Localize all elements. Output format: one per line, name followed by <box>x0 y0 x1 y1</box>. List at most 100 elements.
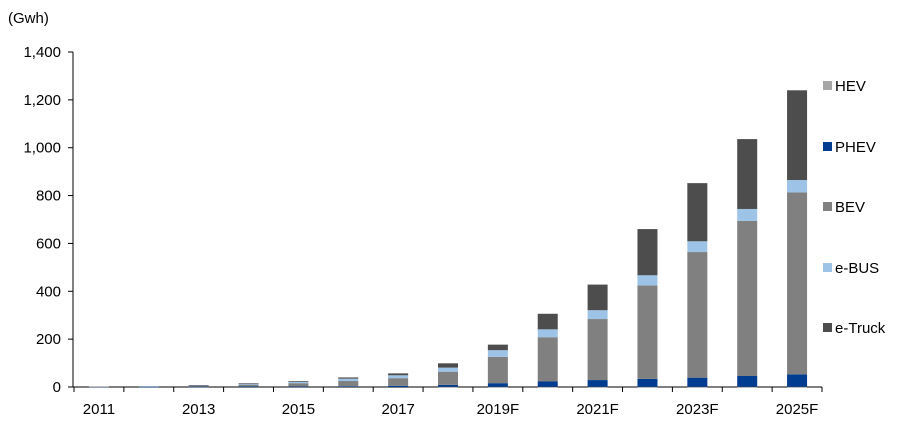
legend: HEV PHEV BEV e-BUS e-Truck <box>823 78 886 337</box>
y-tick-label: 400 <box>36 283 61 300</box>
bar-stack-2019F <box>487 344 508 388</box>
bar-segment-e-truck <box>338 377 359 379</box>
bar-segment-e-truck <box>188 385 209 386</box>
x-tick-label: 2013 <box>182 401 215 418</box>
bar-segment-phev <box>787 374 808 387</box>
bar-segment-phev <box>587 380 608 387</box>
bar-segment-e-bus <box>637 275 658 286</box>
legend-item-phev: PHEV <box>823 139 876 156</box>
bar-segment-e-truck <box>388 373 409 376</box>
bar-segment-e-bus <box>587 310 608 320</box>
legend-swatch <box>823 202 832 211</box>
y-tick-label: 1,200 <box>23 92 61 109</box>
bar-segment-phev <box>388 385 409 387</box>
bar-segment-bev <box>388 378 409 386</box>
y-tick-label: 200 <box>36 331 61 348</box>
bar-segment-e-truck <box>238 383 259 384</box>
bar-segment-e-bus <box>288 381 309 384</box>
bar-segment-bev <box>88 386 109 388</box>
bar-stack-2014 <box>238 383 259 388</box>
bar-segment-phev <box>438 384 458 387</box>
bar-stack-2011 <box>88 386 109 388</box>
bar-segment-phev <box>637 378 658 387</box>
bar-segment-bev <box>587 319 608 381</box>
bar-segment-e-bus <box>138 386 159 387</box>
bar-segment-hev <box>687 386 708 388</box>
bar-segment-bev <box>787 192 808 375</box>
x-tick-label: 2025F <box>776 401 819 418</box>
legend-item-e-truck: e-Truck <box>823 320 886 337</box>
bar-segment-hev <box>637 386 658 388</box>
bar-segment-e-truck <box>438 363 458 368</box>
bar-segment-e-bus <box>487 350 508 357</box>
x-tick-label: 2015 <box>282 401 315 418</box>
bar-segment-e-truck <box>687 183 708 242</box>
x-tick-label: 2019F <box>477 401 520 418</box>
y-tick-label: 1,400 <box>23 44 61 61</box>
bar-stack-2025F <box>787 90 808 388</box>
legend-swatch <box>823 81 832 90</box>
bar-stack-2024F <box>737 139 758 388</box>
bar-segment-bev <box>737 220 758 376</box>
x-tick-label: 2021F <box>576 401 619 418</box>
bar-stacks <box>88 90 808 388</box>
bar-segment-hev <box>487 386 508 388</box>
legend-label: e-BUS <box>835 260 879 277</box>
bar-segment-bev <box>438 371 458 385</box>
bar-stack-2018 <box>438 363 458 388</box>
bar-segment-phev <box>188 386 209 388</box>
bar-segment-bev <box>537 337 558 382</box>
legend-item-bev: BEV <box>823 199 865 216</box>
y-tick-label: 800 <box>36 188 61 205</box>
bar-segment-e-truck <box>637 229 658 276</box>
bar-segment-e-bus <box>687 241 708 253</box>
bar-segment-phev <box>138 386 159 388</box>
bar-segment-e-truck <box>787 90 808 181</box>
bar-stack-2021F <box>587 284 608 388</box>
bar-segment-e-truck <box>288 381 309 382</box>
y-tick-label: 0 <box>53 379 61 396</box>
bar-segment-phev <box>288 386 309 388</box>
bar-segment-e-bus <box>537 329 558 338</box>
bar-segment-e-truck <box>487 344 508 351</box>
bar-segment-bev <box>687 252 708 378</box>
bar-segment-e-bus <box>787 180 808 193</box>
bar-stack-2022F <box>637 229 658 388</box>
bar-stack-2023F <box>687 183 708 388</box>
bar-segment-phev <box>487 383 508 387</box>
bar-segment-bev <box>487 356 508 384</box>
bar-segment-hev <box>787 386 808 388</box>
bar-segment-e-truck <box>537 313 558 330</box>
bar-segment-phev <box>537 381 558 387</box>
bar-segment-bev <box>338 381 359 387</box>
y-tick-label: 1,000 <box>23 140 61 157</box>
x-tick-label: 2023F <box>676 401 719 418</box>
bar-segment-e-bus <box>737 208 758 221</box>
legend-label: HEV <box>835 78 866 95</box>
bar-segment-phev <box>737 375 758 387</box>
y-axis: 0 200 400 600 800 1,000 1,200 1,400 <box>23 44 74 396</box>
bar-segment-bev <box>188 385 209 387</box>
bar-stack-2015 <box>288 381 309 388</box>
x-axis: 2011 2013 2015 2017 2019F 2021F 2023F 2025F <box>73 386 823 418</box>
bar-segment-phev <box>338 386 359 387</box>
x-tick-label: 2017 <box>381 401 414 418</box>
bar-stack-2016 <box>338 377 359 387</box>
bar-segment-bev <box>637 285 658 379</box>
legend-swatch <box>823 142 832 151</box>
bar-segment-phev <box>687 377 708 387</box>
legend-item-hev: HEV <box>823 78 866 95</box>
y-tick-label: 600 <box>36 235 61 252</box>
x-tick-label: 2011 <box>83 401 115 418</box>
bar-segment-phev <box>238 386 259 388</box>
bar-segment-e-bus <box>438 367 458 372</box>
legend-label: BEV <box>835 199 865 216</box>
bar-stack-2013 <box>188 385 209 388</box>
bar-segment-hev <box>438 386 458 388</box>
bar-segment-bev <box>238 384 259 387</box>
bar-segment-hev <box>537 386 558 388</box>
bar-stack-2017 <box>388 373 409 387</box>
bar-segment-e-truck <box>587 284 608 311</box>
bar-segment-hev <box>587 386 608 388</box>
